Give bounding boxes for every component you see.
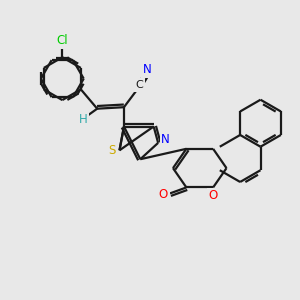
Text: S: S	[108, 144, 116, 157]
Text: H: H	[79, 112, 87, 126]
Text: N: N	[161, 134, 170, 146]
Text: O: O	[208, 189, 218, 202]
Text: C: C	[136, 80, 144, 90]
Text: N: N	[143, 63, 152, 76]
Text: Cl: Cl	[56, 34, 68, 47]
Text: O: O	[159, 188, 168, 201]
